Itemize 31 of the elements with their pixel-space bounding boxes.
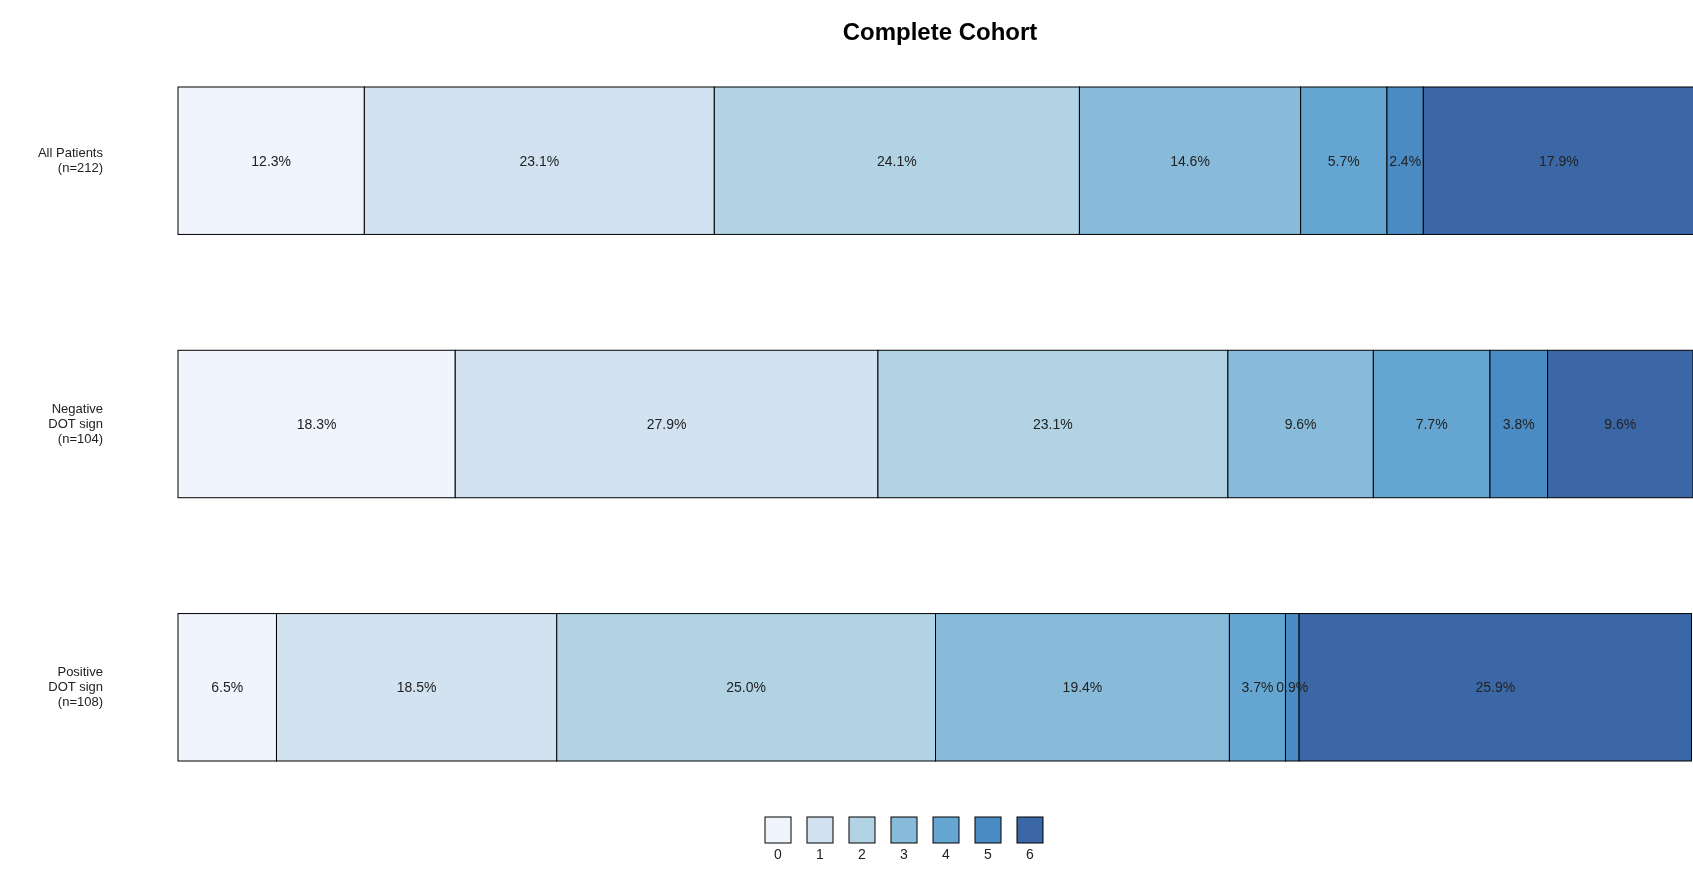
data-label: 3.7% bbox=[1241, 679, 1274, 696]
data-label: 27.9% bbox=[646, 416, 687, 432]
legend-label: 6 bbox=[1026, 846, 1035, 862]
legend-label: 0 bbox=[774, 846, 783, 862]
data-label: 3.8% bbox=[1502, 416, 1535, 432]
chart-title: Complete Cohort bbox=[842, 18, 1038, 45]
y-tick-label: Positive DOT sign (n=108) bbox=[48, 664, 103, 710]
data-label: 18.3% bbox=[296, 416, 337, 432]
y-tick-label: Negative DOT sign (n=104) bbox=[48, 401, 103, 446]
data-label: 24.1% bbox=[877, 152, 917, 169]
data-label: 2.4% bbox=[1389, 152, 1422, 169]
y-tick-label: All Patients (n=212) bbox=[37, 145, 104, 176]
data-label: 18.5% bbox=[396, 679, 437, 696]
data-label: 23.1% bbox=[519, 152, 560, 169]
data-label: 23.1% bbox=[1033, 416, 1073, 432]
data-label: 5.7% bbox=[1327, 152, 1360, 169]
legend-label: 2 bbox=[858, 846, 867, 862]
legend-label: 5 bbox=[984, 846, 993, 862]
data-label: 14.6% bbox=[1170, 152, 1210, 169]
legend-label: 4 bbox=[942, 846, 951, 862]
legend-label: 3 bbox=[900, 846, 909, 862]
data-label: 6.5% bbox=[211, 679, 244, 696]
data-label: 17.9% bbox=[1539, 152, 1579, 169]
data-label: 25.0% bbox=[726, 679, 766, 696]
legend-label: 1 bbox=[816, 846, 825, 862]
data-label: 25.9% bbox=[1475, 679, 1516, 696]
data-label: 19.4% bbox=[1062, 679, 1103, 696]
data-label: 12.3% bbox=[251, 152, 292, 169]
data-label: 7.7% bbox=[1415, 416, 1448, 432]
data-label: 9.6% bbox=[1604, 416, 1637, 432]
data-label: 9.6% bbox=[1284, 416, 1317, 432]
